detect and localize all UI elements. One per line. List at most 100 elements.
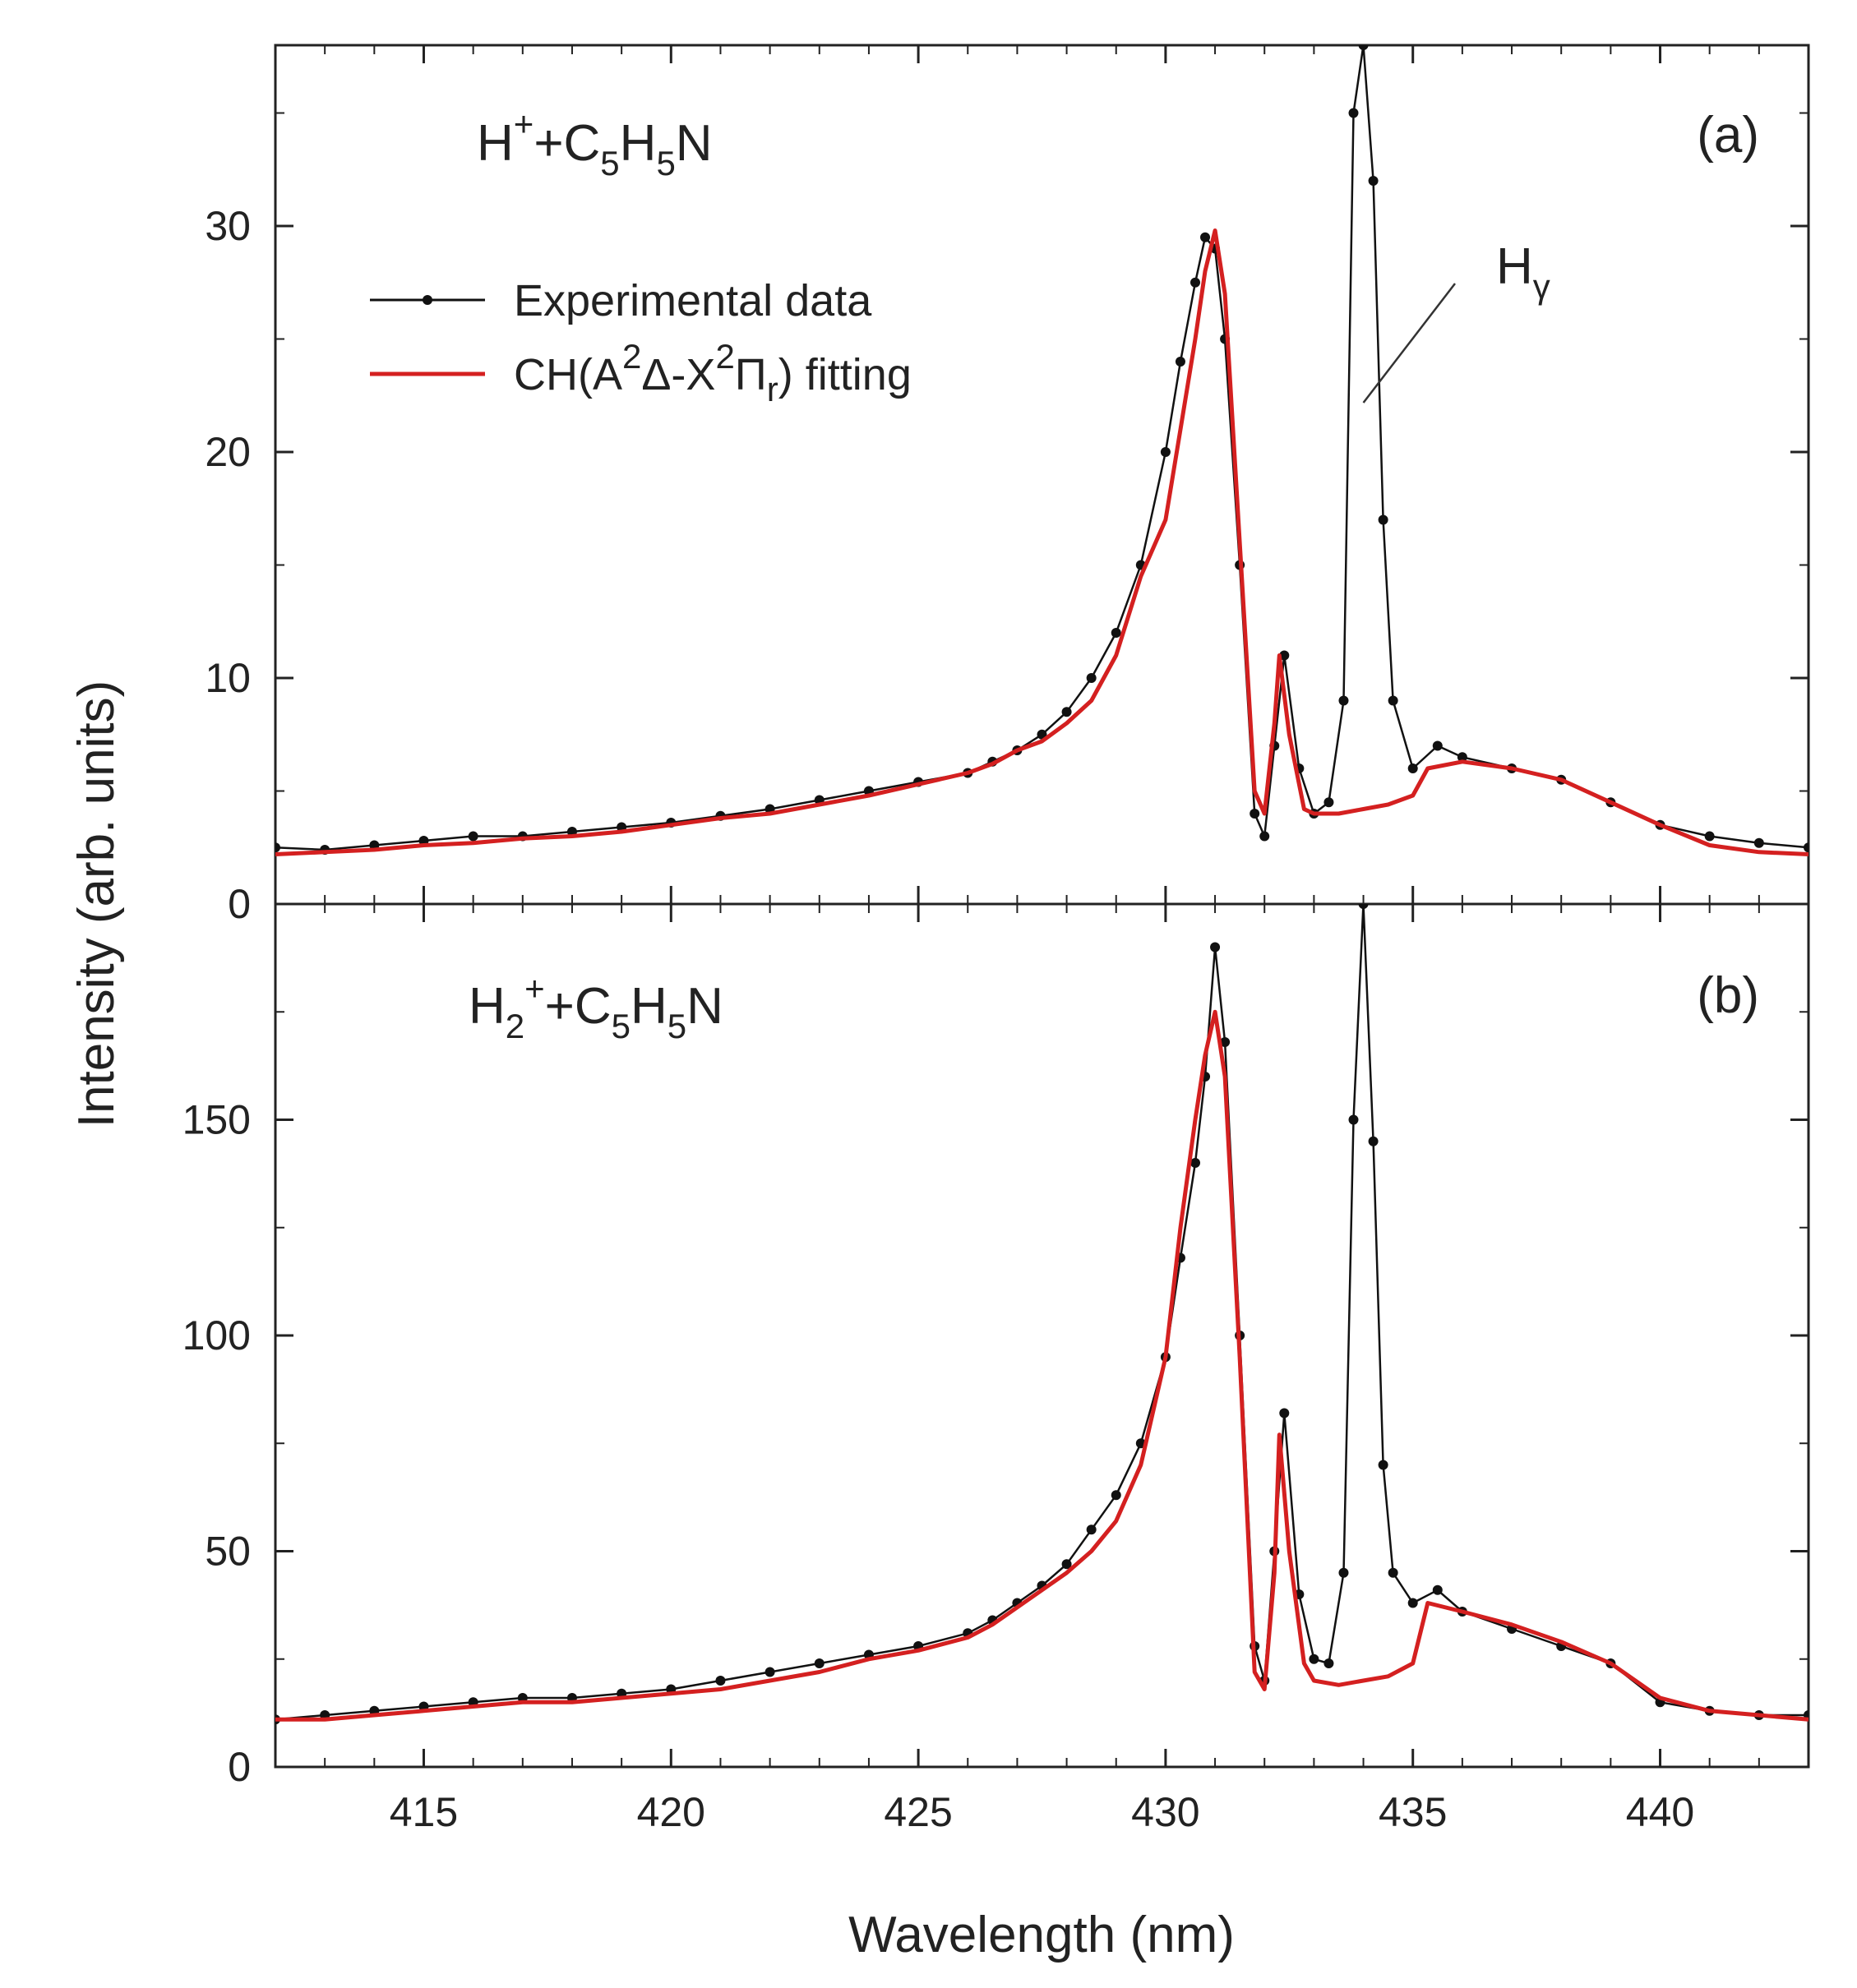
y-tick-label: 30 — [205, 203, 251, 249]
experimental-point — [1338, 1567, 1349, 1578]
experimental-point — [715, 1676, 726, 1686]
experimental-point — [1061, 707, 1072, 717]
experimental-point — [1753, 837, 1764, 848]
experimental-point — [1086, 1524, 1097, 1535]
formula-b-part: + — [524, 969, 545, 1008]
legend-fit-part: r — [767, 370, 778, 408]
experimental-point — [275, 842, 280, 853]
experimental-point — [1200, 232, 1211, 242]
experimental-point — [814, 1658, 825, 1668]
legend-fit-part: Π — [735, 350, 767, 399]
plot-area — [275, 904, 1808, 1725]
x-tick-label: 415 — [390, 1789, 458, 1835]
formula-b-part: N — [686, 978, 723, 1035]
y-tick-label: 100 — [182, 1312, 251, 1358]
x-tick-label: 435 — [1379, 1789, 1447, 1835]
legend-fit-label: CH(A2Δ-X2Πr) fitting — [514, 337, 912, 408]
legend-experimental-marker — [423, 295, 432, 305]
experimental-point — [1220, 1037, 1231, 1047]
fit-series-line — [275, 1009, 1808, 1722]
formula-a-part: + — [514, 104, 534, 143]
experimental-point — [1323, 1658, 1334, 1668]
experimental-point — [1407, 763, 1418, 773]
experimental-point — [468, 831, 478, 842]
legend-fit-part: Δ-X — [641, 350, 715, 399]
legend-fit-part: 2 — [715, 337, 734, 376]
experimental-point — [1279, 1408, 1290, 1418]
legend-fit-part: CH(A — [514, 350, 622, 399]
panel-b-label: (b) — [1697, 967, 1759, 1024]
legend-experimental-label: Experimental data — [514, 276, 872, 325]
formula-b-part: 2 — [506, 1007, 524, 1045]
formula-b-part: H — [469, 978, 506, 1035]
h-gamma-subscript: γ — [1533, 267, 1550, 306]
x-tick-label: 420 — [637, 1789, 705, 1835]
h-gamma-label: Hγ — [1496, 238, 1550, 306]
experimental-point — [1388, 695, 1398, 706]
panel-b-ticks: 0 50 100 150 415 420 425 430 435 440 — [182, 904, 1809, 1835]
experimental-point — [1388, 1567, 1398, 1578]
experimental-point — [1704, 831, 1715, 842]
x-axis-title: Wavelength (nm) — [848, 1907, 1235, 1963]
y-tick-label: 20 — [205, 429, 251, 475]
formula-b-part: 5 — [668, 1007, 686, 1045]
experimental-point — [1348, 108, 1359, 118]
panel-a-label: (a) — [1697, 107, 1759, 164]
experimental-point — [1358, 45, 1369, 50]
experimental-point — [1309, 1654, 1319, 1664]
experimental-point — [1061, 1559, 1072, 1570]
panel-a-ticks: 0 10 20 30 — [205, 45, 1809, 927]
experimental-point — [1210, 942, 1221, 952]
panel-a-plot — [275, 45, 1808, 856]
y-tick-label: 0 — [228, 881, 251, 927]
legend-fit-part: 2 — [622, 337, 641, 376]
experimental-point — [1175, 357, 1185, 367]
formula-a-part: N — [676, 115, 713, 172]
formula-b-part: +C — [545, 978, 612, 1035]
y-tick-label: 150 — [182, 1097, 251, 1143]
experimental-point — [1111, 1490, 1121, 1501]
experimental-point — [1432, 740, 1443, 751]
experimental-point — [1358, 904, 1369, 909]
experimental-point — [1323, 797, 1334, 808]
experimental-point — [1250, 809, 1260, 819]
legend: Experimental data CH(A2Δ-X2Πr) fitting — [370, 276, 912, 408]
experimental-series-line — [275, 904, 1808, 1721]
fit-series-line — [275, 228, 1808, 856]
experimental-point — [1457, 752, 1467, 763]
experimental-point — [1804, 842, 1808, 853]
experimental-point — [1368, 1136, 1379, 1146]
experimental-point — [1378, 1460, 1388, 1470]
formula-a-part: 5 — [600, 144, 619, 182]
y-tick-label: 0 — [228, 1744, 251, 1790]
h-gamma-pointer — [1362, 283, 1456, 404]
experimental-point — [1086, 673, 1097, 683]
experimental-point — [765, 1667, 775, 1677]
formula-b-part: H — [631, 978, 668, 1035]
experimental-point — [1338, 695, 1349, 706]
experimental-point — [1348, 1114, 1359, 1125]
y-tick-label: 10 — [205, 655, 251, 701]
legend-fit-part: ) fitting — [778, 350, 912, 399]
experimental-point — [1160, 447, 1171, 457]
experimental-point — [1378, 514, 1388, 525]
formula-a-part: H — [620, 115, 657, 172]
formula-a-part: 5 — [656, 144, 675, 182]
experimental-point — [1259, 831, 1270, 842]
experimental-point — [1190, 1158, 1200, 1168]
formula-a-part: H — [477, 115, 514, 172]
panel-b-plot — [275, 904, 1808, 1725]
h-gamma-letter: H — [1496, 238, 1533, 295]
experimental-point — [1432, 1584, 1443, 1595]
h-gamma-annotation: Hγ — [1362, 238, 1550, 404]
experimental-point — [1368, 176, 1379, 186]
experimental-point — [1407, 1598, 1418, 1608]
panel-b-formula: H2++C5H5N — [469, 969, 723, 1045]
experimental-point — [1190, 277, 1200, 288]
x-tick-label: 430 — [1131, 1789, 1199, 1835]
x-tick-label: 425 — [884, 1789, 952, 1835]
y-axis-title: Intensity (arb. units) — [68, 680, 125, 1128]
panel-a-frame — [274, 44, 1810, 906]
